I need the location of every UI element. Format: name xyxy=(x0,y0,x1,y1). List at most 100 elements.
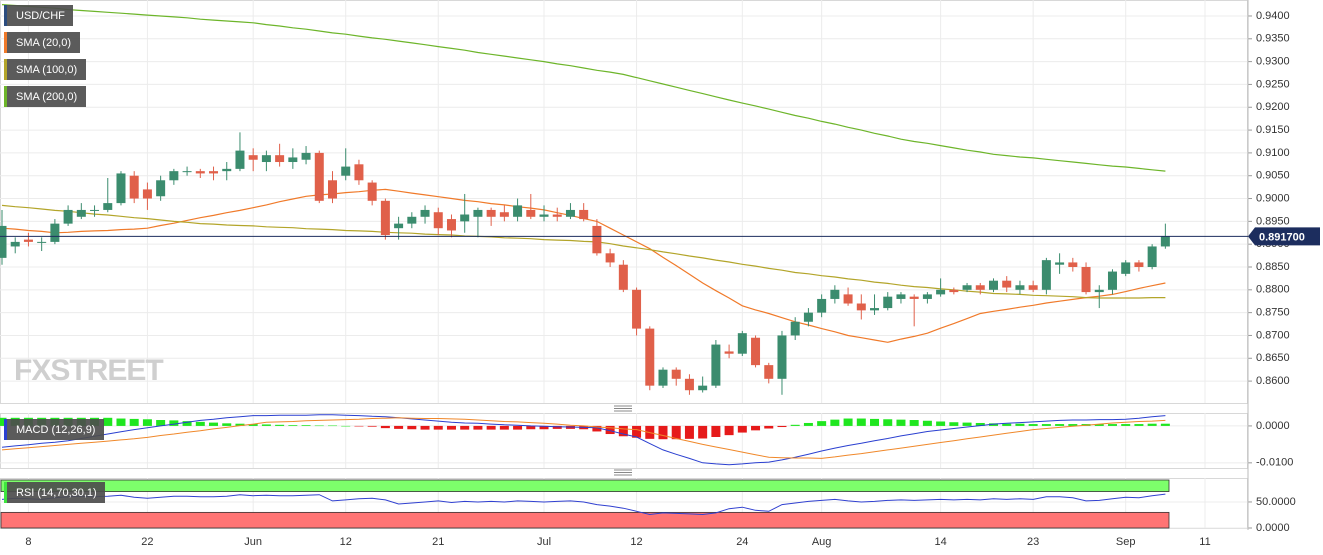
legend-item: MACD (12,26,9) xyxy=(4,419,104,440)
legend-label: RSI (14,70,30,1) xyxy=(16,487,97,499)
legend-box xyxy=(4,86,86,107)
candle-body xyxy=(949,289,959,293)
candle-body xyxy=(1002,280,1012,288)
candle-body xyxy=(989,280,998,290)
histogram-bar xyxy=(288,425,298,426)
histogram-bar xyxy=(169,420,179,426)
histogram-bar xyxy=(592,425,602,432)
candle-body xyxy=(1094,289,1104,293)
candle-body xyxy=(0,225,7,258)
histogram-bar xyxy=(1134,424,1144,426)
histogram-bar xyxy=(949,422,959,426)
histogram-bar xyxy=(922,420,932,426)
candle-body xyxy=(803,312,813,322)
legend-swatch xyxy=(4,59,7,80)
candle-body xyxy=(764,365,774,379)
candle-body xyxy=(658,369,668,386)
candle-body xyxy=(936,289,946,295)
histogram-bar xyxy=(711,425,721,437)
candle-body xyxy=(195,171,205,174)
watermark: FXSTREET xyxy=(14,354,163,387)
histogram-bar xyxy=(142,419,152,426)
legend-swatch xyxy=(4,32,7,53)
legend-item: SMA (100,0) xyxy=(4,59,86,80)
legend-box xyxy=(4,5,73,26)
x-tick-label: 23 xyxy=(1027,536,1039,548)
histogram-bar xyxy=(1068,424,1078,426)
histogram-bar xyxy=(499,425,509,430)
histogram-bar xyxy=(896,419,906,426)
candle-body xyxy=(579,209,589,220)
candle-body xyxy=(1160,236,1170,247)
legend-item: SMA (20,0) xyxy=(4,32,80,53)
sma-line xyxy=(1,204,1166,299)
histogram-bar xyxy=(235,423,245,426)
legend-item: RSI (14,70,30,1) xyxy=(4,482,105,503)
histogram-bar xyxy=(830,419,840,426)
candle-body xyxy=(526,209,536,217)
histogram-bar xyxy=(407,425,417,430)
histogram-bar xyxy=(658,425,668,440)
histogram-bar xyxy=(632,425,642,438)
histogram-bar xyxy=(446,425,456,430)
candle-body xyxy=(261,155,271,163)
histogram-bar xyxy=(460,425,470,430)
histogram-bar xyxy=(0,417,7,426)
candle-body xyxy=(486,209,496,217)
x-tick-label: 14 xyxy=(934,536,946,548)
candle-body xyxy=(156,180,166,197)
candle-body xyxy=(565,209,575,217)
histogram-bar xyxy=(129,418,139,426)
histogram-bar xyxy=(222,423,232,426)
candle-body xyxy=(724,351,734,354)
histogram-bar xyxy=(314,425,324,427)
candle-body xyxy=(129,175,139,199)
candle-body xyxy=(63,209,73,224)
histogram-bar xyxy=(764,425,774,429)
candle-body xyxy=(909,296,919,299)
histogram-bar xyxy=(843,418,853,426)
histogram-bar xyxy=(1121,424,1131,426)
candle-body xyxy=(896,294,906,299)
candle-body xyxy=(420,209,430,217)
histogram-bar xyxy=(737,425,747,433)
candle-body xyxy=(513,205,523,217)
histogram-bar xyxy=(605,425,615,435)
candle-body xyxy=(460,214,470,222)
candle-body xyxy=(618,264,628,290)
histogram-bar xyxy=(341,425,351,427)
x-tick-label: 24 xyxy=(736,536,748,548)
x-tick-label: 21 xyxy=(432,536,444,548)
histogram-bar xyxy=(751,425,761,431)
last-price-label: 0.891700 xyxy=(1259,231,1305,243)
histogram-bar xyxy=(989,423,998,426)
candle-body xyxy=(539,214,549,217)
histogram-bar xyxy=(394,425,404,429)
legend-item: SMA (200,0) xyxy=(4,86,86,107)
legend-box xyxy=(4,59,86,80)
histogram-bar xyxy=(209,422,219,426)
candle-body xyxy=(10,241,20,247)
x-tick-label: 12 xyxy=(630,536,642,548)
histogram-bar xyxy=(301,425,311,426)
x-tick-label: Jun xyxy=(244,536,262,548)
candle-body xyxy=(671,369,681,379)
candle-body xyxy=(142,189,152,199)
candle-body xyxy=(235,150,245,169)
histogram-bar xyxy=(552,425,562,429)
candle-body xyxy=(473,209,483,217)
candle-body xyxy=(314,152,324,201)
histogram-bar xyxy=(724,425,734,436)
histogram-bar xyxy=(883,419,893,426)
histogram-bar xyxy=(420,425,430,430)
histogram-bar xyxy=(275,424,285,426)
candle-body xyxy=(1028,285,1038,290)
histogram-bar xyxy=(328,425,337,427)
histogram-bar xyxy=(671,425,681,440)
histogram-bar xyxy=(486,425,496,430)
candle-body xyxy=(301,152,311,160)
histogram-bar xyxy=(1147,423,1157,426)
overbought-zone xyxy=(0,479,1170,492)
histogram-bar xyxy=(367,425,377,427)
candle-body xyxy=(248,155,258,160)
